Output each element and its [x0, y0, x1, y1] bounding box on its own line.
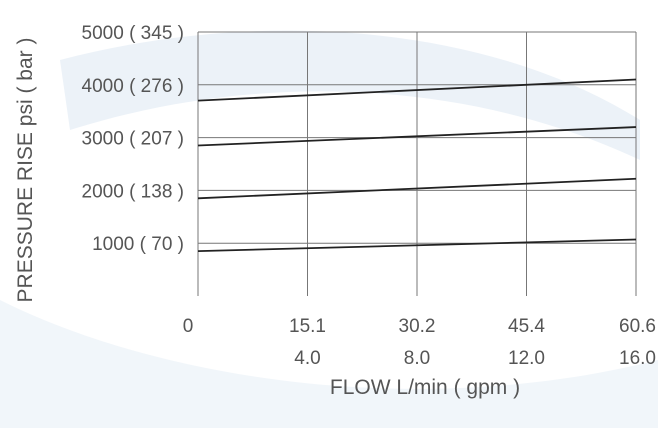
x-axis-title: FLOW L/min ( gpm )	[330, 376, 520, 399]
series-line-2	[197, 177, 637, 200]
y-tick-label-1: 1000 ( 70 )	[92, 234, 184, 255]
y-axis-title: PRESSURE RISE psi ( bar )	[14, 38, 37, 303]
x-tick-label-gpm-1: 4.0	[294, 348, 320, 369]
x-tick-label-gpm-3: 12.0	[508, 348, 545, 369]
x-tick-labels-lpm: 0 15.1 30.2 45.4 60.6	[183, 316, 656, 337]
background-watermark-swoosh	[60, 30, 640, 161]
y-tick-label-4: 4000 ( 276 )	[82, 76, 184, 97]
series-line-4	[197, 78, 637, 102]
series-line-3	[197, 126, 637, 147]
y-tick-label-2: 2000 ( 138 )	[82, 181, 184, 202]
y-tick-label-3: 3000 ( 207 )	[82, 129, 184, 150]
y-tick-label-5: 5000 ( 345 )	[82, 23, 184, 44]
chart-grid	[197, 31, 637, 296]
x-tick-label-lpm-2: 15.1	[289, 316, 326, 337]
background-watermark-swoosh-lower	[0, 300, 658, 428]
x-tick-labels-gpm: 4.0 8.0 12.0 16.0	[294, 348, 656, 369]
x-tick-label-lpm-3: 30.2	[399, 316, 436, 337]
x-tick-label-lpm-1: 0	[183, 316, 194, 337]
y-tick-labels: 1000 ( 70 ) 2000 ( 138 ) 3000 ( 207 ) 4000 …	[82, 23, 184, 255]
x-tick-label-lpm-4: 45.4	[508, 316, 545, 337]
x-tick-label-gpm-4: 16.0	[619, 348, 656, 369]
x-tick-label-gpm-2: 8.0	[404, 348, 430, 369]
chart-series	[197, 78, 637, 253]
x-tick-label-lpm-5: 60.6	[619, 316, 656, 337]
series-line-1	[197, 238, 637, 253]
